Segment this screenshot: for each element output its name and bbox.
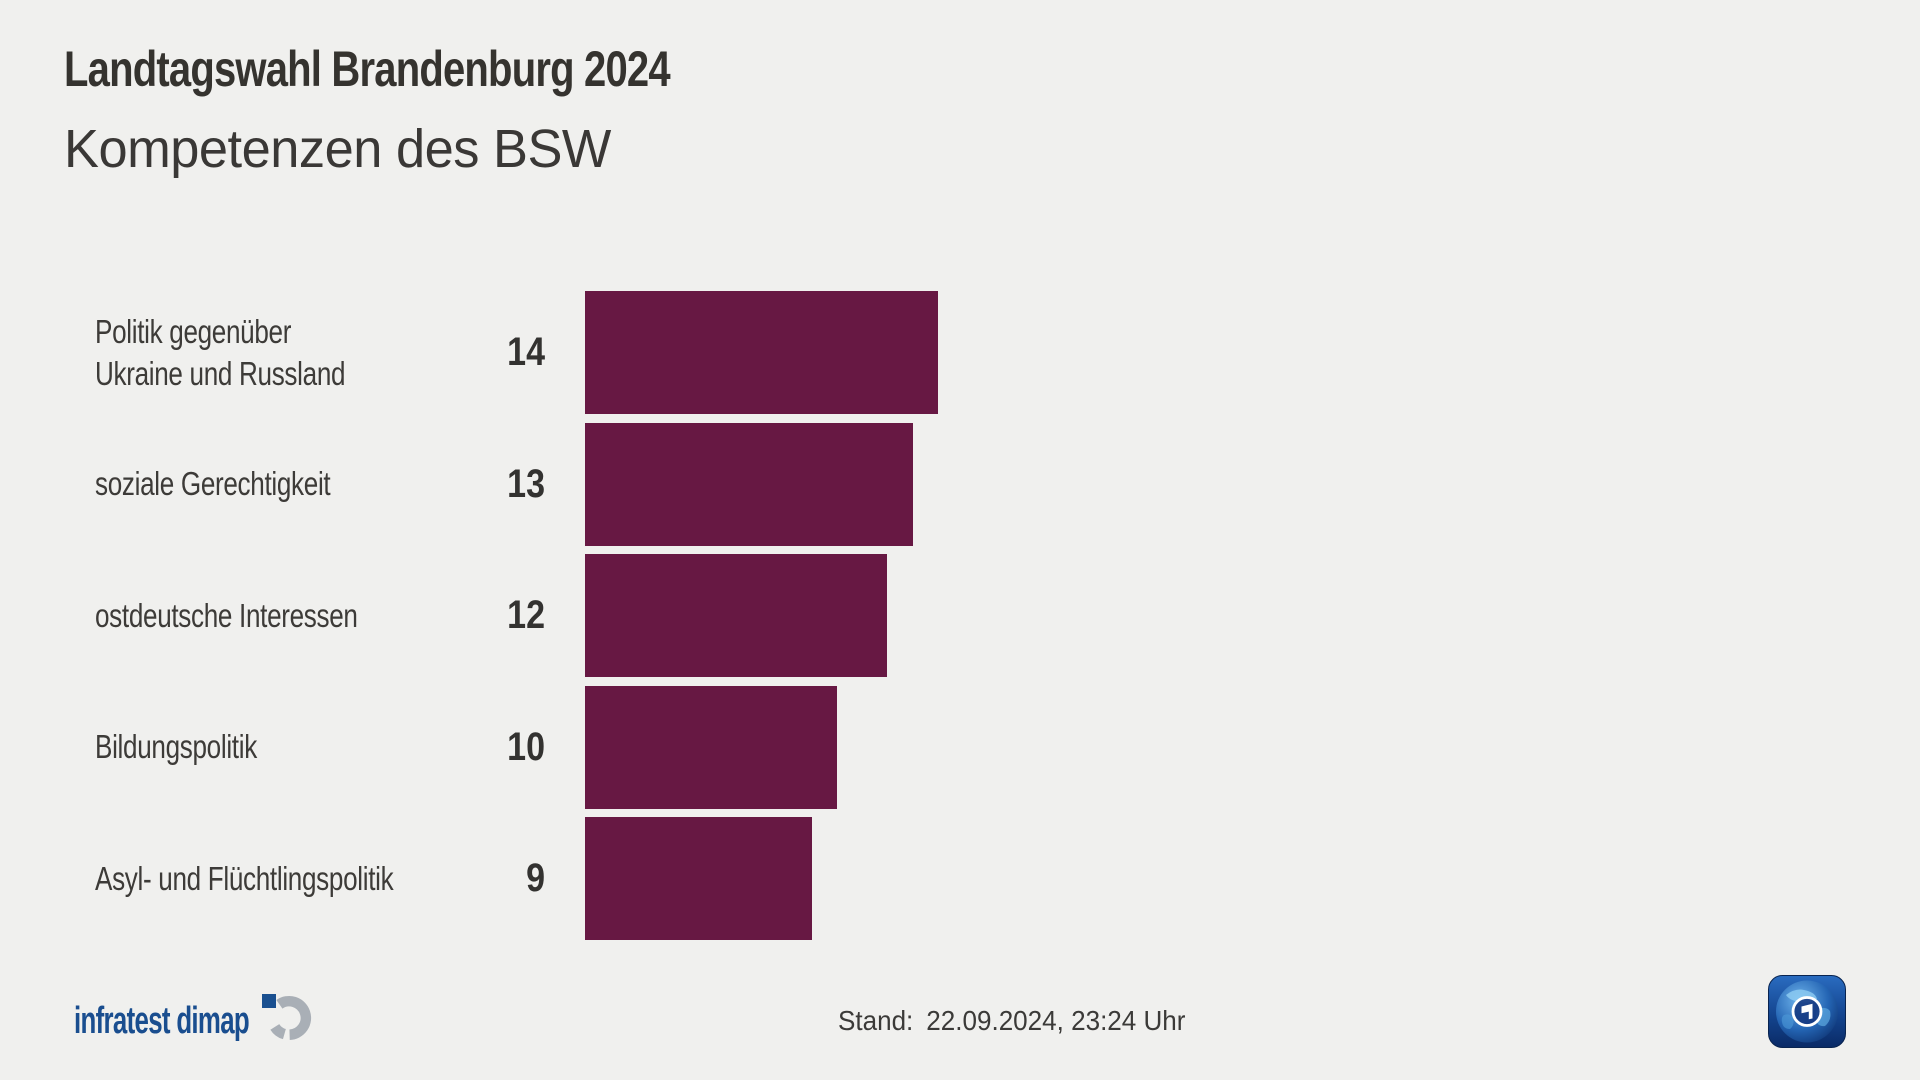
ard-logo-icon	[1768, 975, 1846, 1048]
bar-label-line: ostdeutsche Interessen	[95, 596, 358, 634]
bar-label: Bildungspolitik	[95, 686, 257, 809]
bar-label-line: Bildungspolitik	[95, 728, 257, 765]
bar	[585, 817, 812, 940]
chart-row: Bildungspolitik 10	[0, 685, 1920, 809]
chart-row: Politik gegenüber Ukraine und Russland 14	[0, 291, 1920, 414]
bar-label-line: Asyl- und Flüchtlingspolitik	[95, 859, 394, 897]
stand-label: Stand:	[838, 1005, 914, 1036]
bar-label: Politik gegenüber Ukraine und Russland	[95, 291, 345, 414]
bar	[585, 554, 887, 677]
stand-value: 22.09.2024, 23:24 Uhr	[926, 1005, 1186, 1036]
page-title: Kompetenzen des BSW	[64, 119, 611, 179]
bar-value: 9	[526, 856, 545, 900]
infratest-dimap-mark-icon	[262, 994, 312, 1040]
bar-label: soziale Gerechtigkeit	[95, 423, 331, 546]
bar-value: 14	[507, 330, 545, 374]
source-logo: infratest dimap	[74, 994, 331, 1042]
bar	[585, 422, 913, 546]
bar-label-line: Ukraine und Russland	[95, 354, 346, 392]
chart-row: ostdeutsche Interessen 12	[0, 554, 1920, 677]
chart-kicker: Landtagswahl Brandenburg 2024	[64, 41, 671, 97]
bar	[585, 685, 837, 809]
bar-label: ostdeutsche Interessen	[95, 554, 358, 677]
bar-label-line: Politik gegenüber	[95, 312, 292, 350]
bar-value: 10	[507, 724, 545, 769]
infratest-dimap-wordmark: infratest dimap	[74, 1000, 250, 1042]
chart-row: Asyl- und Flüchtlingspolitik 9	[0, 817, 1920, 940]
bar	[585, 291, 938, 414]
bar-value: 13	[507, 461, 545, 506]
status-timestamp: Stand: 22.09.2024, 23:24 Uhr	[838, 1005, 1185, 1037]
bar-value: 12	[507, 593, 545, 637]
chart-row: soziale Gerechtigkeit 13	[0, 422, 1920, 546]
bar-label: Asyl- und Flüchtlingspolitik	[95, 817, 394, 940]
bar-label-line: soziale Gerechtigkeit	[95, 465, 331, 502]
